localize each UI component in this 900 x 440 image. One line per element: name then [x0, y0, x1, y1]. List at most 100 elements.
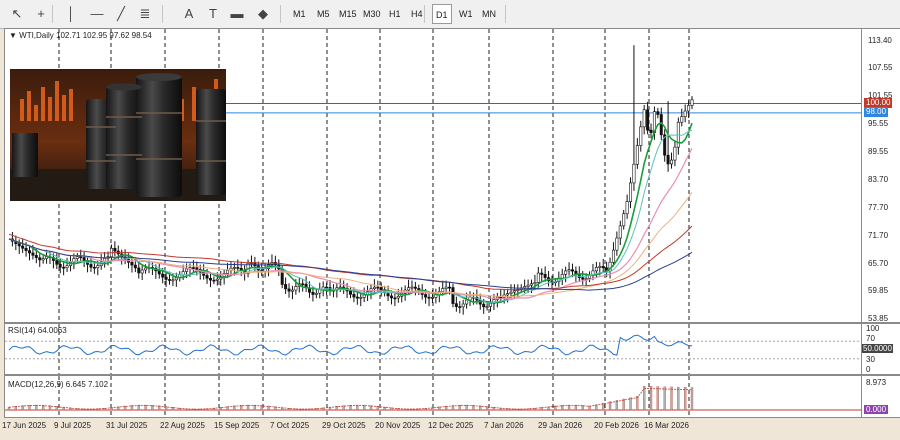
macd-bar: [76, 408, 79, 411]
price-axis-label: 107.55: [868, 63, 893, 73]
macd-bar: [438, 406, 441, 411]
candle-body: [65, 265, 69, 269]
candle-body: [359, 297, 363, 299]
macd-bar: [55, 406, 58, 411]
timeframe-mn-button[interactable]: MN: [482, 9, 496, 19]
candle-body: [55, 260, 59, 265]
price-axis-label: 83.70: [868, 174, 889, 184]
candle-body: [543, 274, 547, 278]
fibonacci-tool-icon[interactable]: ≣: [139, 6, 151, 21]
candle-body: [171, 279, 175, 282]
price-axis-label: 95.55: [868, 119, 889, 129]
candle-body: [161, 273, 165, 278]
macd-bar: [219, 407, 222, 411]
timeframe-m15-button[interactable]: M15: [339, 9, 357, 19]
macd-bar: [349, 405, 352, 411]
candle-body: [208, 277, 212, 281]
candle-body: [512, 290, 516, 293]
macd-bar: [137, 404, 140, 411]
date-axis-label: 20 Feb 2026: [594, 421, 639, 430]
macd-bar: [356, 404, 359, 411]
macd-axis: 8.973 0.000: [862, 375, 900, 418]
candle-body: [62, 266, 66, 269]
candle-body: [570, 269, 574, 272]
candle-body: [461, 303, 465, 308]
rsi-level-label: 0: [866, 365, 871, 374]
candle-body: [27, 250, 31, 254]
candle-body: [24, 247, 28, 251]
rectangle-tool-icon[interactable]: ▬: [230, 6, 244, 21]
toolbar-separator: [280, 5, 281, 23]
macd-bar: [581, 405, 584, 411]
candle-body: [639, 126, 643, 146]
timeframe-h4-button[interactable]: H4: [411, 9, 423, 19]
price-axis[interactable]: 113.40 107.55 101.55 95.55 89.55 83.70 77.70 71…: [862, 28, 900, 323]
price-chart-panel[interactable]: ▼ WTI,Daily 102.71 102.95 97.62 98.54: [4, 28, 862, 323]
date-axis-label: 9 Jul 2025: [54, 421, 91, 430]
candle-body: [311, 291, 315, 295]
text-label-tool-icon[interactable]: T: [209, 6, 217, 21]
macd-bar: [363, 404, 366, 411]
candle-body: [318, 289, 322, 294]
macd-bar: [656, 386, 659, 411]
candle-body: [635, 145, 639, 165]
macd-bar: [602, 403, 605, 411]
macd-bar: [103, 408, 106, 411]
macd-bar: [417, 408, 420, 411]
rsi-panel[interactable]: RSI(14) 64.0063: [4, 323, 862, 375]
candle-body: [673, 146, 677, 161]
date-axis-label: 31 Jul 2025: [106, 421, 148, 430]
candle-body: [140, 269, 144, 274]
macd-bar: [21, 405, 24, 411]
candle-body: [564, 270, 568, 275]
candle-body: [168, 279, 172, 281]
price-chart-svg: [8, 29, 861, 322]
timeframe-w1-button[interactable]: W1: [459, 9, 473, 19]
collapse-arrow-icon[interactable]: ▼: [9, 31, 20, 40]
ma-teal-line: [8, 129, 693, 304]
candle-body: [113, 247, 117, 252]
candle-body: [393, 297, 397, 300]
macd-bar: [267, 405, 270, 411]
candle-body: [540, 272, 544, 275]
timeframe-m1-button[interactable]: M1: [293, 9, 306, 19]
trend-line-tool-icon[interactable]: ╱: [117, 6, 125, 21]
date-axis-label: 7 Oct 2025: [270, 421, 310, 430]
timeframe-m30-button[interactable]: M30: [363, 9, 381, 19]
candle-body: [649, 129, 653, 133]
macd-panel[interactable]: MACD(12,26,9) 6.645 7.102: [4, 375, 862, 418]
cursor-tool-icon[interactable]: ↖: [11, 6, 23, 21]
candle-body: [232, 267, 236, 269]
timeframe-d1-button[interactable]: D1: [432, 4, 452, 24]
candle-body: [506, 293, 510, 296]
candle-body: [413, 286, 417, 289]
vertical-line-tool-icon[interactable]: │: [66, 6, 76, 21]
candle-body: [598, 266, 602, 268]
candle-body: [485, 306, 489, 308]
candle-body: [92, 266, 96, 269]
price-axis-label: 53.85: [868, 314, 889, 323]
macd-bar: [561, 405, 564, 411]
macd-header: MACD(12,26,9) 6.645 7.102: [8, 380, 109, 389]
macd-bar: [479, 405, 482, 411]
candle-body: [58, 264, 62, 268]
candle-body: [379, 287, 383, 290]
macd-bar: [472, 405, 475, 411]
toolbar-separator: [424, 5, 425, 23]
candle-body: [372, 286, 376, 290]
date-axis-label: 16 Mar 2026: [644, 421, 689, 430]
timeframe-h1-button[interactable]: H1: [389, 9, 401, 19]
candle-body: [454, 303, 458, 307]
candle-body: [690, 99, 694, 106]
text-tool-icon[interactable]: A: [184, 6, 194, 21]
crosshair-tool-icon[interactable]: +: [37, 6, 45, 21]
candle-body: [656, 111, 660, 115]
macd-bar: [315, 408, 318, 411]
shapes-tool-icon[interactable]: ◆: [258, 6, 268, 21]
timeframe-m5-button[interactable]: M5: [317, 9, 330, 19]
horizontal-line-tool-icon[interactable]: —: [90, 6, 104, 21]
toolbar-separator: [162, 5, 163, 23]
date-axis-label: 22 Aug 2025: [160, 421, 205, 430]
candle-body: [601, 266, 605, 269]
rsi-level-label: 100: [866, 324, 880, 333]
